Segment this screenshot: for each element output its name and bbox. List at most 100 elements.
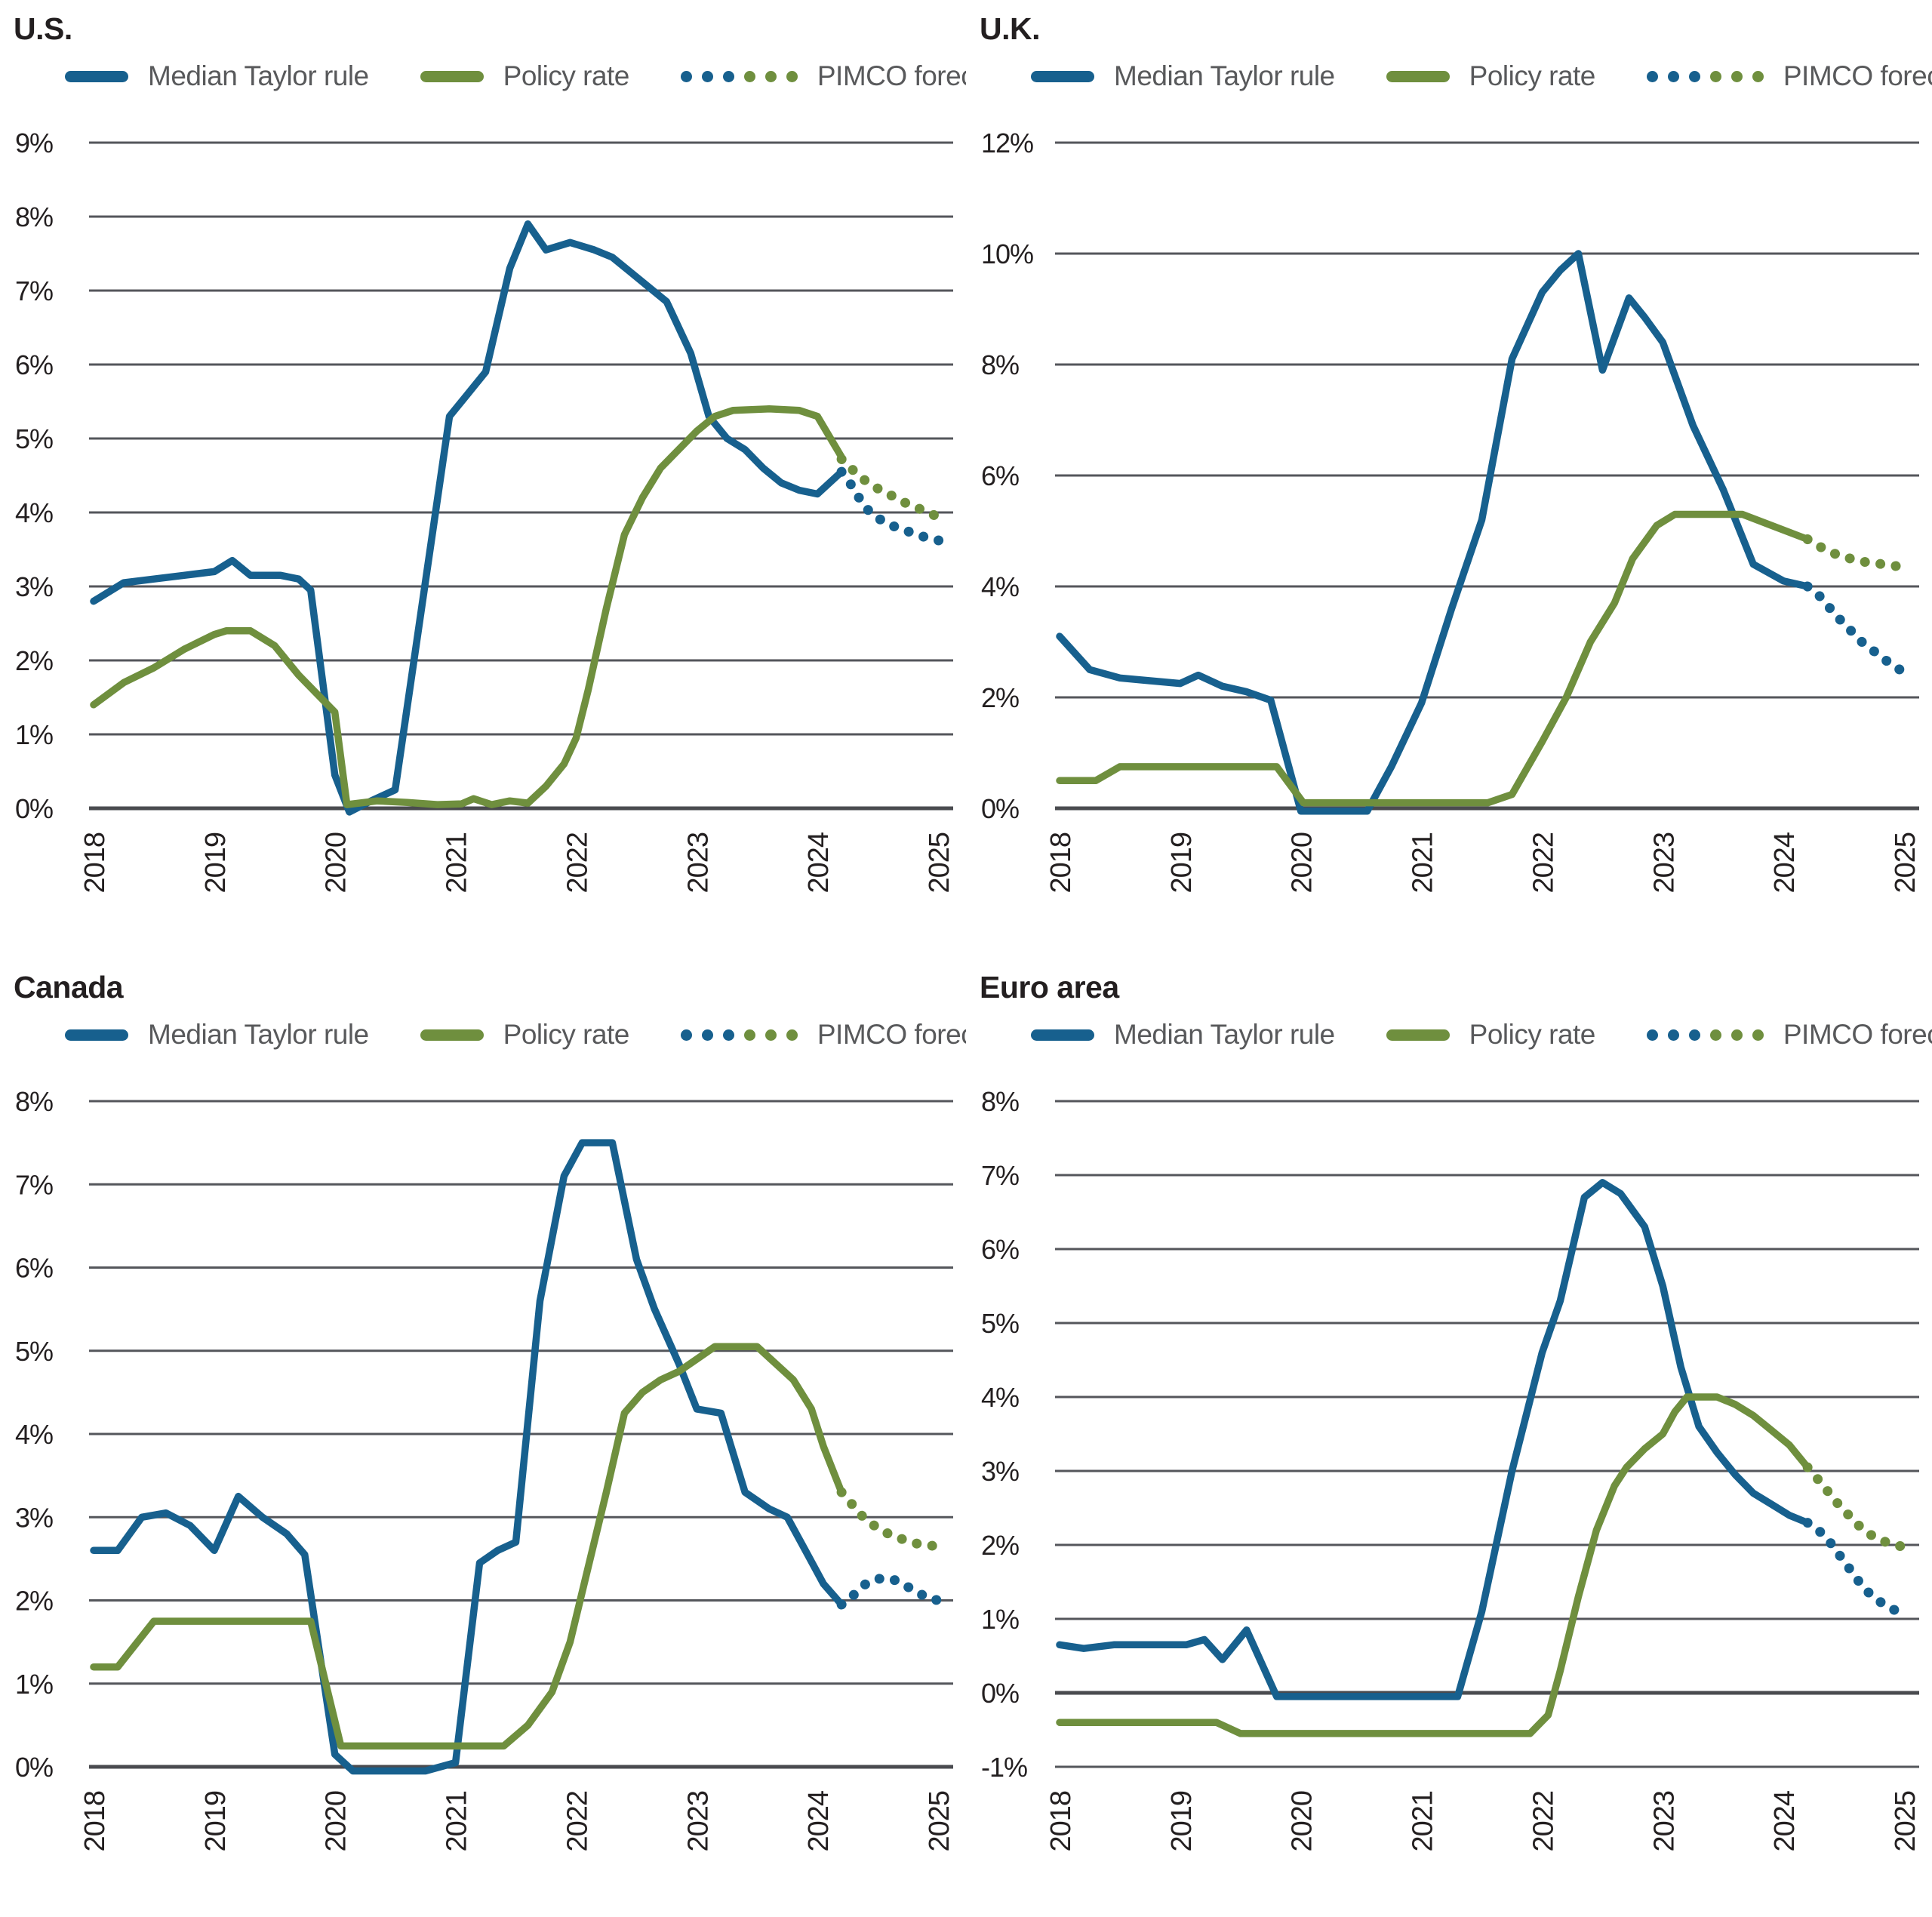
- y-tick-label: -1%: [981, 1752, 1027, 1783]
- x-tick-label: 2024: [803, 1790, 835, 1851]
- legend-label: PIMCO forecasts: [1783, 1019, 1932, 1051]
- y-tick-label: 5%: [15, 1336, 53, 1367]
- legend-item-median-taylor-rule: Median Taylor rule: [1031, 60, 1335, 92]
- x-tick-label: 2021: [441, 832, 473, 894]
- y-tick-label: 1%: [15, 719, 53, 750]
- x-tick-label: 2025: [924, 1791, 955, 1852]
- legend: Median Taylor rule Policy rate PIMCO for…: [1031, 57, 1932, 96]
- y-tick-label: 3%: [981, 1456, 1019, 1487]
- chart-area: 0% 1% 2% 3% 4% 5% 6% 7% 8% 2018 2019 2020 2021 2022 20…: [14, 1056, 966, 1915]
- x-axis-labels: 2018 2019 2020 2021 2022 2023 2024 2025: [79, 832, 955, 893]
- x-tick-label: 2018: [1045, 1791, 1077, 1852]
- y-tick-label: 8%: [15, 202, 53, 232]
- y-tick-label: 4%: [981, 1382, 1019, 1413]
- legend-item-policy-rate: Policy rate: [420, 60, 629, 92]
- policy-line-swatch-icon: [1386, 1029, 1450, 1041]
- forecast-dots-swatch-icon: [1646, 1029, 1764, 1041]
- x-tick-label: 2025: [1890, 1791, 1921, 1852]
- median-taylor-rule-line: [1056, 250, 1811, 815]
- legend: Median Taylor rule Policy rate PIMCO for…: [65, 57, 966, 96]
- x-tick-label: 2024: [1769, 832, 1801, 893]
- x-tick-label: 2019: [1166, 832, 1198, 894]
- taylor-line-swatch-icon: [1031, 1029, 1094, 1041]
- legend-item-median-taylor-rule: Median Taylor rule: [1031, 1019, 1335, 1051]
- x-tick-label: 2020: [1287, 1791, 1318, 1852]
- x-tick-label: 2018: [1045, 832, 1077, 894]
- x-tick-label: 2025: [924, 832, 955, 894]
- forecast-dots-swatch-icon: [680, 70, 798, 82]
- y-tick-label: 10%: [981, 238, 1033, 269]
- gridlines-and-y-axis-labels: 0% 1% 2% 3% 4% 5% 6% 7% 8%: [15, 1086, 953, 1783]
- y-tick-label: 12%: [981, 128, 1033, 158]
- legend-item-median-taylor-rule: Median Taylor rule: [65, 1019, 369, 1051]
- legend-label: PIMCO forecasts: [1783, 60, 1932, 92]
- x-tick-label: 2022: [561, 832, 593, 894]
- x-tick-label: 2025: [1890, 832, 1921, 894]
- taylor-line-swatch-icon: [65, 1029, 128, 1041]
- x-tick-label: 2023: [682, 832, 714, 894]
- y-tick-label: 1%: [981, 1604, 1019, 1635]
- x-tick-label: 2023: [682, 1791, 714, 1852]
- y-tick-label: 4%: [15, 1419, 53, 1450]
- legend: Median Taylor rule Policy rate PIMCO for…: [65, 1015, 966, 1054]
- x-tick-label: 2020: [1287, 832, 1318, 894]
- legend-label: Median Taylor rule: [148, 1019, 369, 1051]
- x-axis-labels: 2018 2019 2020 2021 2022 2023 2024 2025: [79, 1790, 955, 1851]
- policy-rate-line: [1056, 510, 1811, 807]
- y-tick-label: 4%: [981, 571, 1019, 602]
- y-tick-label: 0%: [981, 793, 1019, 824]
- legend-label: Policy rate: [503, 1019, 630, 1051]
- y-tick-label: 7%: [15, 275, 53, 306]
- pimco-forecast-taylor-rule-dots: [1802, 1518, 1911, 1617]
- policy-line-swatch-icon: [420, 70, 484, 82]
- y-tick-label: 8%: [981, 1086, 1019, 1117]
- median-taylor-rule-line: [90, 1139, 845, 1775]
- policy-rate-line: [90, 1343, 845, 1750]
- chart-panel-euro-area: Euro area Median Taylor rule Policy rate…: [966, 958, 1932, 1917]
- x-tick-label: 2020: [321, 1791, 352, 1852]
- legend-label: Median Taylor rule: [1114, 60, 1335, 92]
- y-tick-label: 8%: [15, 1086, 53, 1117]
- chart-panel-uk: U.K. Median Taylor rule Policy rate PIMC…: [966, 0, 1932, 958]
- pimco-forecast-taylor-rule-dots: [836, 466, 945, 546]
- y-tick-label: 9%: [15, 128, 53, 158]
- line-chart-euro-area: -1% 0% 1% 2% 3% 4% 5% 6% 7% 8% 2018 2019 2020 2021 202…: [981, 1086, 1921, 1852]
- line-chart-uk: 0% 2% 4% 6% 8% 10% 12% 2018 2019 2020 2021 2022 2023…: [981, 128, 1921, 894]
- chart-area: -1% 0% 1% 2% 3% 4% 5% 6% 7% 8% 2018 2019 2020 2021 202…: [980, 1056, 1932, 1915]
- y-tick-label: 3%: [15, 571, 53, 602]
- line-chart-canada: 0%1%2%3%4%5%6%7%8%2018 2019 2020 2021 2022 20…: [15, 1086, 955, 1852]
- x-tick-label: 2019: [200, 1791, 232, 1852]
- median-taylor-rule-line: [90, 220, 845, 816]
- panel-title: Euro area: [980, 970, 1119, 1005]
- y-tick-label: 0%: [981, 1678, 1019, 1709]
- x-tick-label: 2020: [321, 832, 352, 894]
- panel-title: U.K.: [980, 11, 1041, 46]
- x-tick-label: 2021: [1407, 832, 1439, 894]
- gridlines-and-y-axis-labels: -1% 0% 1% 2% 3% 4% 5% 6% 7% 8%: [981, 1086, 1919, 1783]
- x-axis-labels: 2018 2019 2020 2021 2022 2023 2024 2025: [1045, 832, 1921, 893]
- x-tick-label: 2021: [441, 1791, 473, 1852]
- legend-label: PIMCO forecasts: [817, 1019, 966, 1051]
- legend-item-pimco-forecasts: PIMCO forecasts: [1646, 1019, 1932, 1051]
- taylor-line-swatch-icon: [65, 70, 128, 82]
- x-tick-label: 2019: [200, 832, 232, 894]
- y-tick-label: 5%: [981, 1308, 1019, 1339]
- gridlines-and-y-axis-labels: 0% 2% 4% 6% 8% 10% 12%: [981, 128, 1919, 824]
- taylor-line-swatch-icon: [1031, 70, 1094, 82]
- panel-title: Canada: [14, 970, 124, 1005]
- forecast-dots-swatch-icon: [680, 1029, 798, 1041]
- x-tick-label: 2022: [1527, 832, 1559, 894]
- x-tick-label: 2022: [561, 1791, 593, 1852]
- pimco-forecast-taylor-rule-dots: [836, 1573, 945, 1610]
- forecast-dots-swatch-icon: [1646, 70, 1764, 82]
- pimco-forecast-policy-rate-dots: [1802, 534, 1911, 572]
- x-tick-label: 2022: [1527, 1791, 1559, 1852]
- gridlines-and-y-axis-labels: 0% 1% 2% 3% 4% 5% 6% 7% 8% 9%: [15, 128, 953, 824]
- panel-title: U.S.: [14, 11, 72, 46]
- y-tick-label: 4%: [15, 497, 53, 528]
- legend: Median Taylor rule Policy rate PIMCO for…: [1031, 1015, 1932, 1054]
- legend-label: Policy rate: [503, 60, 630, 92]
- y-tick-label: 7%: [15, 1169, 53, 1200]
- legend-label: Median Taylor rule: [148, 60, 369, 92]
- legend-item-pimco-forecasts: PIMCO forecasts: [680, 60, 966, 92]
